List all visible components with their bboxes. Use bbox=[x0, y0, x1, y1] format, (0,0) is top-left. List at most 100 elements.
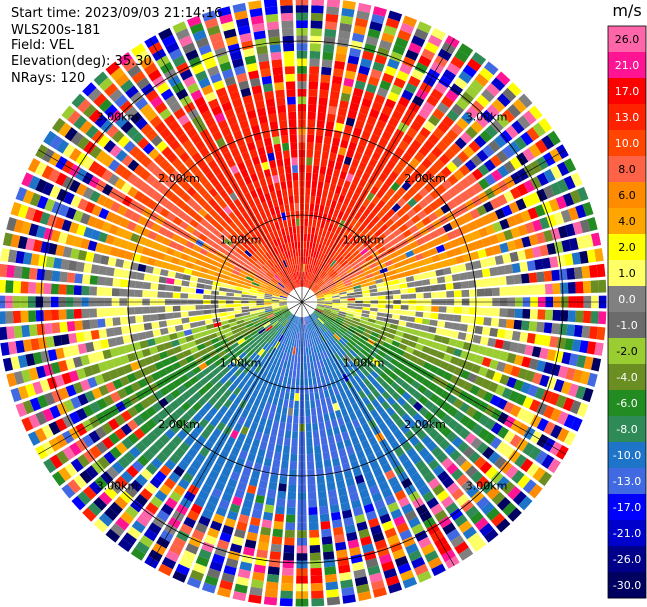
velocity-gate bbox=[364, 269, 373, 276]
velocity-gate bbox=[216, 539, 230, 550]
velocity-gate bbox=[423, 423, 434, 434]
velocity-gate bbox=[211, 488, 223, 499]
velocity-gate bbox=[532, 372, 543, 385]
velocity-gate bbox=[389, 323, 399, 330]
velocity-gate bbox=[377, 350, 387, 358]
velocity-gate bbox=[338, 400, 346, 410]
velocity-gate bbox=[348, 141, 358, 151]
velocity-gate bbox=[488, 359, 499, 370]
velocity-gate bbox=[320, 436, 328, 446]
velocity-gate bbox=[307, 226, 312, 234]
velocity-gate bbox=[341, 239, 348, 248]
velocity-gate bbox=[346, 244, 355, 253]
velocity-gate bbox=[295, 332, 298, 340]
velocity-gate bbox=[354, 17, 369, 28]
velocity-gate bbox=[369, 133, 380, 144]
velocity-gate bbox=[440, 390, 451, 401]
velocity-gate bbox=[470, 154, 483, 167]
velocity-gate bbox=[265, 450, 274, 459]
velocity-gate bbox=[341, 382, 349, 392]
velocity-gate bbox=[332, 303, 341, 305]
velocity-gate bbox=[284, 537, 295, 546]
velocity-gate bbox=[344, 241, 352, 250]
velocity-gate bbox=[479, 522, 494, 537]
velocity-gate bbox=[490, 277, 500, 287]
velocity-gate bbox=[406, 418, 417, 429]
velocity-gate bbox=[318, 327, 324, 335]
velocity-gate bbox=[424, 256, 434, 265]
velocity-gate bbox=[319, 166, 327, 175]
velocity-gate bbox=[555, 195, 567, 210]
velocity-gate bbox=[497, 497, 511, 511]
velocity-gate bbox=[160, 503, 174, 516]
velocity-gate bbox=[552, 283, 561, 295]
velocity-gate bbox=[337, 210, 345, 220]
velocity-gate bbox=[418, 536, 432, 549]
velocity-gate bbox=[516, 438, 529, 452]
velocity-gate bbox=[338, 311, 347, 315]
velocity-gate bbox=[477, 248, 487, 259]
velocity-gate bbox=[461, 111, 474, 125]
velocity-gate bbox=[277, 325, 284, 333]
velocity-gate bbox=[238, 450, 248, 460]
velocity-gate bbox=[459, 272, 468, 281]
velocity-gate bbox=[323, 264, 330, 272]
velocity-gate bbox=[321, 536, 333, 545]
velocity-gate bbox=[317, 181, 324, 190]
velocity-gate bbox=[474, 456, 487, 469]
velocity-gate bbox=[401, 503, 414, 515]
velocity-gate bbox=[369, 485, 380, 496]
velocity-gate bbox=[354, 294, 363, 298]
velocity-gate bbox=[331, 261, 339, 269]
velocity-gate bbox=[312, 165, 320, 174]
velocity-gate bbox=[435, 397, 446, 408]
velocity-gate bbox=[415, 459, 427, 471]
velocity-gate bbox=[349, 325, 357, 331]
velocity-gate bbox=[477, 163, 490, 176]
velocity-gate bbox=[307, 111, 316, 120]
velocity-gate bbox=[268, 411, 275, 421]
velocity-gate bbox=[430, 312, 439, 320]
velocity-gate bbox=[211, 553, 225, 565]
velocity-gate bbox=[465, 406, 477, 418]
velocity-gate bbox=[430, 284, 439, 292]
velocity-gate bbox=[395, 267, 404, 274]
velocity-gate bbox=[587, 372, 598, 387]
velocity-gate bbox=[344, 354, 352, 363]
velocity-gate bbox=[312, 376, 317, 385]
velocity-gate bbox=[250, 341, 258, 349]
velocity-gate bbox=[290, 385, 295, 393]
velocity-gate bbox=[444, 444, 456, 456]
velocity-gate bbox=[330, 450, 339, 459]
velocity-gate bbox=[340, 336, 349, 344]
velocity-gate bbox=[502, 502, 517, 517]
velocity-gate bbox=[405, 322, 415, 329]
velocity-gate bbox=[372, 61, 385, 72]
velocity-gate bbox=[256, 356, 263, 365]
velocity-gate bbox=[324, 28, 337, 38]
velocity-gate bbox=[312, 353, 316, 362]
velocity-gate bbox=[379, 553, 393, 565]
velocity-gate bbox=[565, 367, 576, 381]
velocity-gate bbox=[438, 343, 448, 353]
velocity-gate bbox=[405, 346, 415, 354]
velocity-gate bbox=[528, 321, 538, 332]
velocity-gate bbox=[437, 121, 450, 134]
velocity-gate bbox=[317, 414, 324, 423]
velocity-gate bbox=[314, 242, 319, 251]
velocity-gate bbox=[507, 82, 522, 97]
velocity-gate bbox=[479, 258, 489, 268]
velocity-gate bbox=[537, 284, 546, 295]
velocity-gate bbox=[388, 476, 400, 487]
velocity-gate bbox=[486, 486, 500, 500]
velocity-gate bbox=[219, 449, 230, 460]
velocity-gate bbox=[358, 338, 367, 345]
velocity-gate bbox=[273, 349, 279, 357]
velocity-gate bbox=[387, 501, 400, 513]
velocity-gate bbox=[330, 250, 337, 258]
velocity-gate bbox=[371, 379, 381, 389]
velocity-gate bbox=[208, 386, 218, 396]
velocity-gate bbox=[365, 325, 374, 331]
velocity-gate bbox=[300, 317, 302, 325]
velocity-gate bbox=[332, 168, 341, 178]
